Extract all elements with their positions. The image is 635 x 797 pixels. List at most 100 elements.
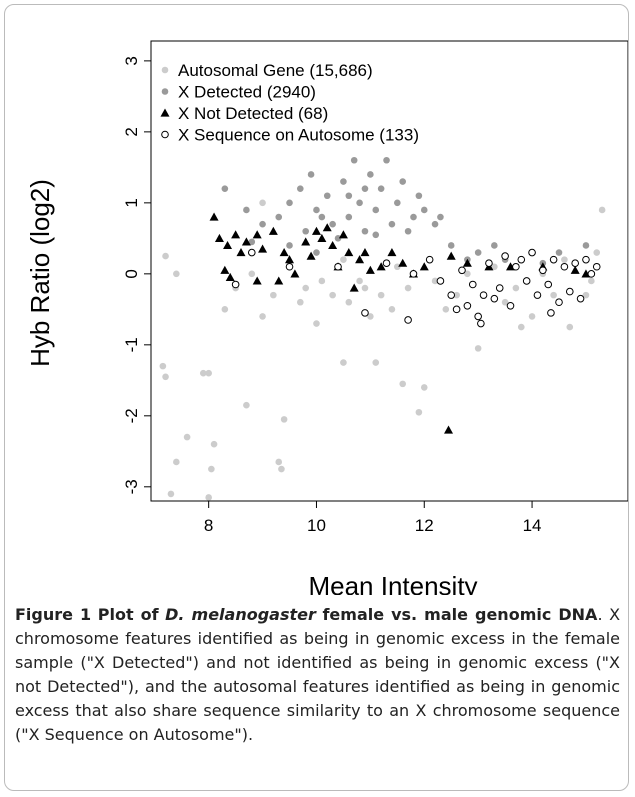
open-circle-marker <box>458 266 466 275</box>
point <box>361 185 369 192</box>
point <box>491 242 498 249</box>
y-tick-label: 2 <box>122 127 141 136</box>
point <box>313 249 320 256</box>
point <box>447 242 455 249</box>
point <box>221 306 229 313</box>
open-circle-marker <box>582 255 590 264</box>
triangle-marker <box>387 248 397 257</box>
triangle-marker <box>344 248 354 257</box>
point <box>356 277 363 285</box>
triangle-marker <box>328 240 338 250</box>
x-tick-label: 14 <box>523 516 542 535</box>
caption-label: Figure 1 <box>15 605 92 624</box>
open-circle-marker <box>528 248 536 257</box>
y-tick-label: -2 <box>122 408 141 423</box>
open-circle-marker <box>576 294 585 303</box>
point <box>162 252 169 260</box>
y-tick-label: 0 <box>122 269 141 278</box>
open-circle-marker <box>501 252 509 260</box>
open-circle-marker <box>231 280 240 289</box>
x-tick-label: 8 <box>204 516 213 535</box>
point <box>550 291 557 299</box>
open-circle-marker <box>452 305 461 314</box>
point <box>474 345 482 352</box>
point <box>588 277 595 285</box>
point <box>383 156 390 164</box>
point <box>318 213 326 221</box>
open-circle-marker <box>547 309 555 317</box>
point <box>199 369 207 377</box>
open-circle-marker <box>479 291 488 299</box>
legend-label: X Not Detected (68) <box>178 104 328 123</box>
point <box>278 465 285 473</box>
point <box>404 284 412 292</box>
triangle-marker <box>285 255 295 264</box>
figure-frame: Mean Intensity Hyb Ratio (log2) 8 10 12 14-… <box>4 4 629 791</box>
open-circle-marker <box>285 262 294 271</box>
point <box>340 359 347 366</box>
x-tick-label: 10 <box>307 516 326 535</box>
open-circle-marker <box>361 309 369 317</box>
caption-title: Plot of <box>97 605 159 624</box>
point <box>345 192 353 200</box>
triangle-marker <box>274 276 284 285</box>
point <box>313 206 320 214</box>
point <box>512 284 520 292</box>
triangle-marker <box>301 237 311 246</box>
point <box>334 235 342 242</box>
point <box>221 185 229 192</box>
point <box>404 227 412 235</box>
triangle-marker <box>349 283 359 292</box>
point <box>582 242 590 249</box>
point <box>296 185 304 192</box>
open-circle-marker <box>565 287 574 296</box>
point <box>399 380 407 388</box>
triangle-marker <box>570 265 580 274</box>
point <box>210 440 218 448</box>
caption-body: X chromosome features identified as bein… <box>15 605 621 744</box>
open-circle-marker <box>544 280 553 289</box>
point <box>453 291 460 299</box>
point <box>372 231 380 239</box>
triangle-marker <box>306 251 316 260</box>
open-circle-marker <box>533 291 542 299</box>
point <box>528 313 536 320</box>
point <box>555 249 563 256</box>
point <box>388 220 396 228</box>
point <box>162 373 169 381</box>
open-circle-marker <box>560 262 569 271</box>
point <box>208 465 215 473</box>
legend-label: X Detected (2940) <box>178 83 316 102</box>
x-tick-label: 12 <box>415 516 434 535</box>
point <box>161 66 169 74</box>
y-tick-label: 1 <box>122 198 141 207</box>
plot-area <box>159 156 606 501</box>
open-circle-marker <box>587 270 596 278</box>
triangle-marker <box>220 265 230 274</box>
point <box>173 458 180 466</box>
plot-box <box>150 40 628 502</box>
point <box>350 156 358 164</box>
triangle-marker <box>268 226 278 235</box>
point <box>517 323 525 331</box>
open-circle-marker <box>334 262 342 271</box>
triangle-marker <box>290 269 300 278</box>
point <box>323 192 331 200</box>
point <box>259 220 266 228</box>
open-circle-marker <box>477 319 485 328</box>
x-axis-label: Mean Intensity <box>308 571 477 595</box>
open-circle-marker <box>409 270 418 278</box>
point <box>173 270 180 278</box>
triangle-marker <box>258 244 268 253</box>
point <box>561 256 568 263</box>
triangle-marker <box>311 226 321 235</box>
point <box>442 306 450 313</box>
open-circle-marker <box>517 255 526 264</box>
point <box>270 291 277 299</box>
open-circle-marker <box>555 298 563 307</box>
point <box>420 384 428 391</box>
point <box>345 213 353 221</box>
point <box>205 369 212 377</box>
y-axis-label: Hyb Ratio (log2) <box>25 179 55 367</box>
y-tick-label: -3 <box>122 479 141 494</box>
